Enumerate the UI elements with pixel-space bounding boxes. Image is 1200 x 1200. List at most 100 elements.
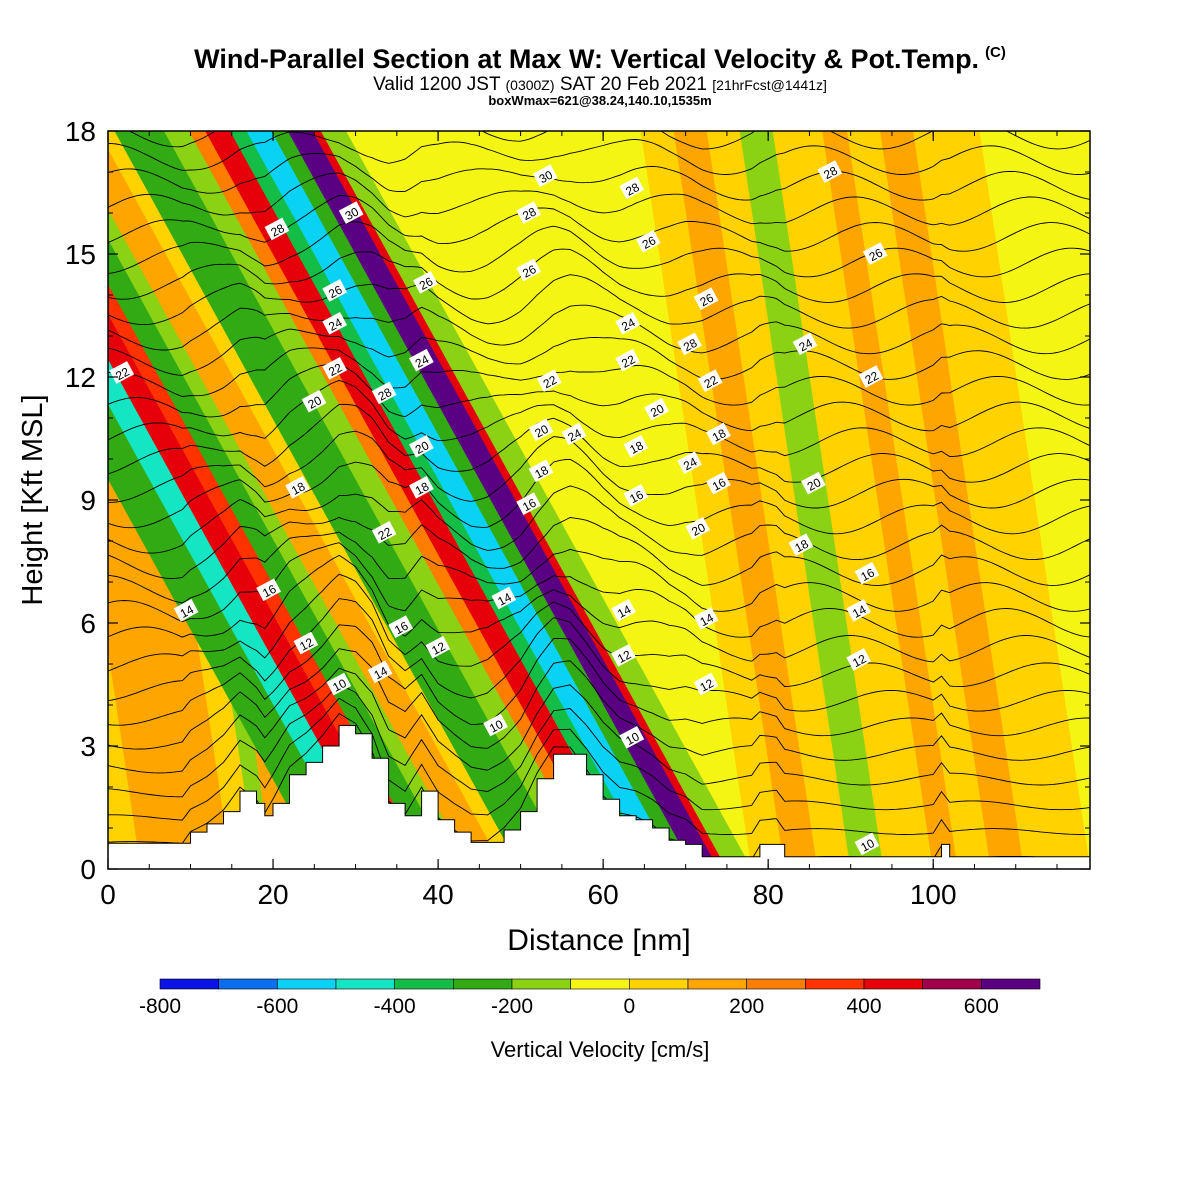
x-axis-label: Distance [nm] xyxy=(507,924,690,957)
contour-label-bg xyxy=(322,279,348,302)
contour-label-text: 16 xyxy=(260,582,279,601)
contour-label-text: 24 xyxy=(681,455,700,474)
y-tick-label: 15 xyxy=(65,239,96,270)
contour-label-text: 14 xyxy=(178,602,197,621)
contour-label: 28 xyxy=(817,160,843,183)
terrain xyxy=(107,725,1091,870)
theta-contour xyxy=(108,379,1090,457)
theta-contour xyxy=(108,683,1090,811)
contour-label: 22 xyxy=(858,365,884,388)
contour-label-bg xyxy=(693,287,719,310)
w-band xyxy=(640,131,785,869)
contour-label: 12 xyxy=(693,672,719,696)
contour-label-bg xyxy=(706,422,731,446)
contour-label-bg xyxy=(817,160,843,183)
theta-contour xyxy=(108,328,1090,380)
contour-label-text: 12 xyxy=(429,639,448,658)
contour-label-text: 28 xyxy=(681,336,700,355)
contour-label: 22 xyxy=(371,521,397,544)
colorbar-swatch xyxy=(453,978,513,990)
contour-label: 22 xyxy=(322,357,348,380)
contour-label-text: 20 xyxy=(532,422,551,441)
contour-label-bg xyxy=(285,475,310,499)
x-tick-label: 80 xyxy=(753,879,784,910)
theta-contour xyxy=(128,131,1090,150)
y-tick-label: 9 xyxy=(80,485,96,516)
contour-label-text: 22 xyxy=(619,352,638,371)
subtitle-fcst: [21hrFcst@1441z] xyxy=(712,77,827,93)
contour-label-bg xyxy=(854,562,880,585)
contour-label-text: 28 xyxy=(376,385,395,404)
contour-label-text: 18 xyxy=(627,438,646,457)
contour-label-text: 28 xyxy=(623,180,642,199)
contour-label-text: 10 xyxy=(623,729,642,748)
y-tick-label: 3 xyxy=(80,731,96,762)
contour-label: 20 xyxy=(801,471,826,495)
contour-label-bg xyxy=(173,598,199,622)
contour-label-text: 24 xyxy=(619,315,638,334)
colorbar-swatch xyxy=(805,978,865,990)
contour-label-bg xyxy=(536,369,562,392)
colorbar-label: Vertical Velocity [cm/s] xyxy=(491,1037,710,1062)
contour-label-bg xyxy=(619,176,645,200)
contour-label: 10 xyxy=(619,726,645,749)
contour-label-text: 30 xyxy=(343,204,362,223)
contour-label-text: 20 xyxy=(805,475,824,494)
contour-label: 26 xyxy=(693,287,719,310)
contour-label-bg xyxy=(322,311,348,335)
contour-label: 24 xyxy=(409,348,434,372)
contour-label-bg xyxy=(264,217,290,241)
w-band xyxy=(772,131,934,869)
contour-label-bg xyxy=(792,332,818,356)
contour-label: 16 xyxy=(388,615,414,638)
contour-label-text: 16 xyxy=(858,565,877,584)
contour-label: 14 xyxy=(693,607,719,630)
theta-contour xyxy=(108,697,1090,835)
colorbar-swatch xyxy=(277,978,337,990)
colorbar-swatch xyxy=(570,978,630,990)
contour-label-bg xyxy=(697,369,723,392)
w-band xyxy=(822,131,959,869)
contour-label-bg xyxy=(693,672,719,696)
contour-label: 10 xyxy=(483,713,508,737)
y-tick-label: 0 xyxy=(80,854,96,885)
contour-label: 12 xyxy=(293,631,319,655)
chart-subtitle: Valid 1200 JST (0300Z) SAT 20 Feb 2021 [… xyxy=(0,74,1200,96)
theta-contour xyxy=(108,458,1090,535)
contour-label-text: 26 xyxy=(417,274,436,293)
colorbar-swatch xyxy=(218,978,278,990)
contour-label: 12 xyxy=(611,644,636,667)
contour-label: 12 xyxy=(425,635,451,659)
contour-label-bg xyxy=(326,672,352,696)
contour-label-bg xyxy=(846,598,872,622)
contour-label-text: 30 xyxy=(537,168,556,187)
x-tick-label: 40 xyxy=(423,879,454,910)
contour-label-bg xyxy=(611,598,636,622)
contour-label: 28 xyxy=(516,201,542,224)
contour-label-bg xyxy=(425,635,451,659)
contour-label: 26 xyxy=(322,279,348,302)
y-tick-label: 12 xyxy=(65,362,96,393)
contour-label: 28 xyxy=(371,381,397,405)
theta-contour xyxy=(108,131,1090,175)
contour-label-text: 24 xyxy=(413,352,432,371)
contour-label-bg xyxy=(561,422,587,446)
contour-label: 20 xyxy=(644,398,669,421)
contour-label-bg xyxy=(858,365,884,388)
contour-label-bg xyxy=(528,418,554,442)
contour-label: 20 xyxy=(301,389,327,413)
contour-label-text: 16 xyxy=(520,496,539,515)
theta-contour xyxy=(108,516,1090,586)
contour-label: 18 xyxy=(409,475,434,499)
contour-label-text: 10 xyxy=(487,717,506,736)
contour-label-text: 10 xyxy=(330,676,349,695)
contour-label-text: 20 xyxy=(689,520,708,539)
contour-label-bg xyxy=(788,533,814,556)
contour-label-text: 28 xyxy=(520,204,539,223)
contour-label: 14 xyxy=(846,598,872,622)
contour-label: 14 xyxy=(611,598,636,622)
contour-label-text: 22 xyxy=(702,373,721,392)
y-tick-label: 6 xyxy=(80,608,96,639)
contour-label: 14 xyxy=(367,660,393,684)
contour-label-bg xyxy=(623,434,649,458)
